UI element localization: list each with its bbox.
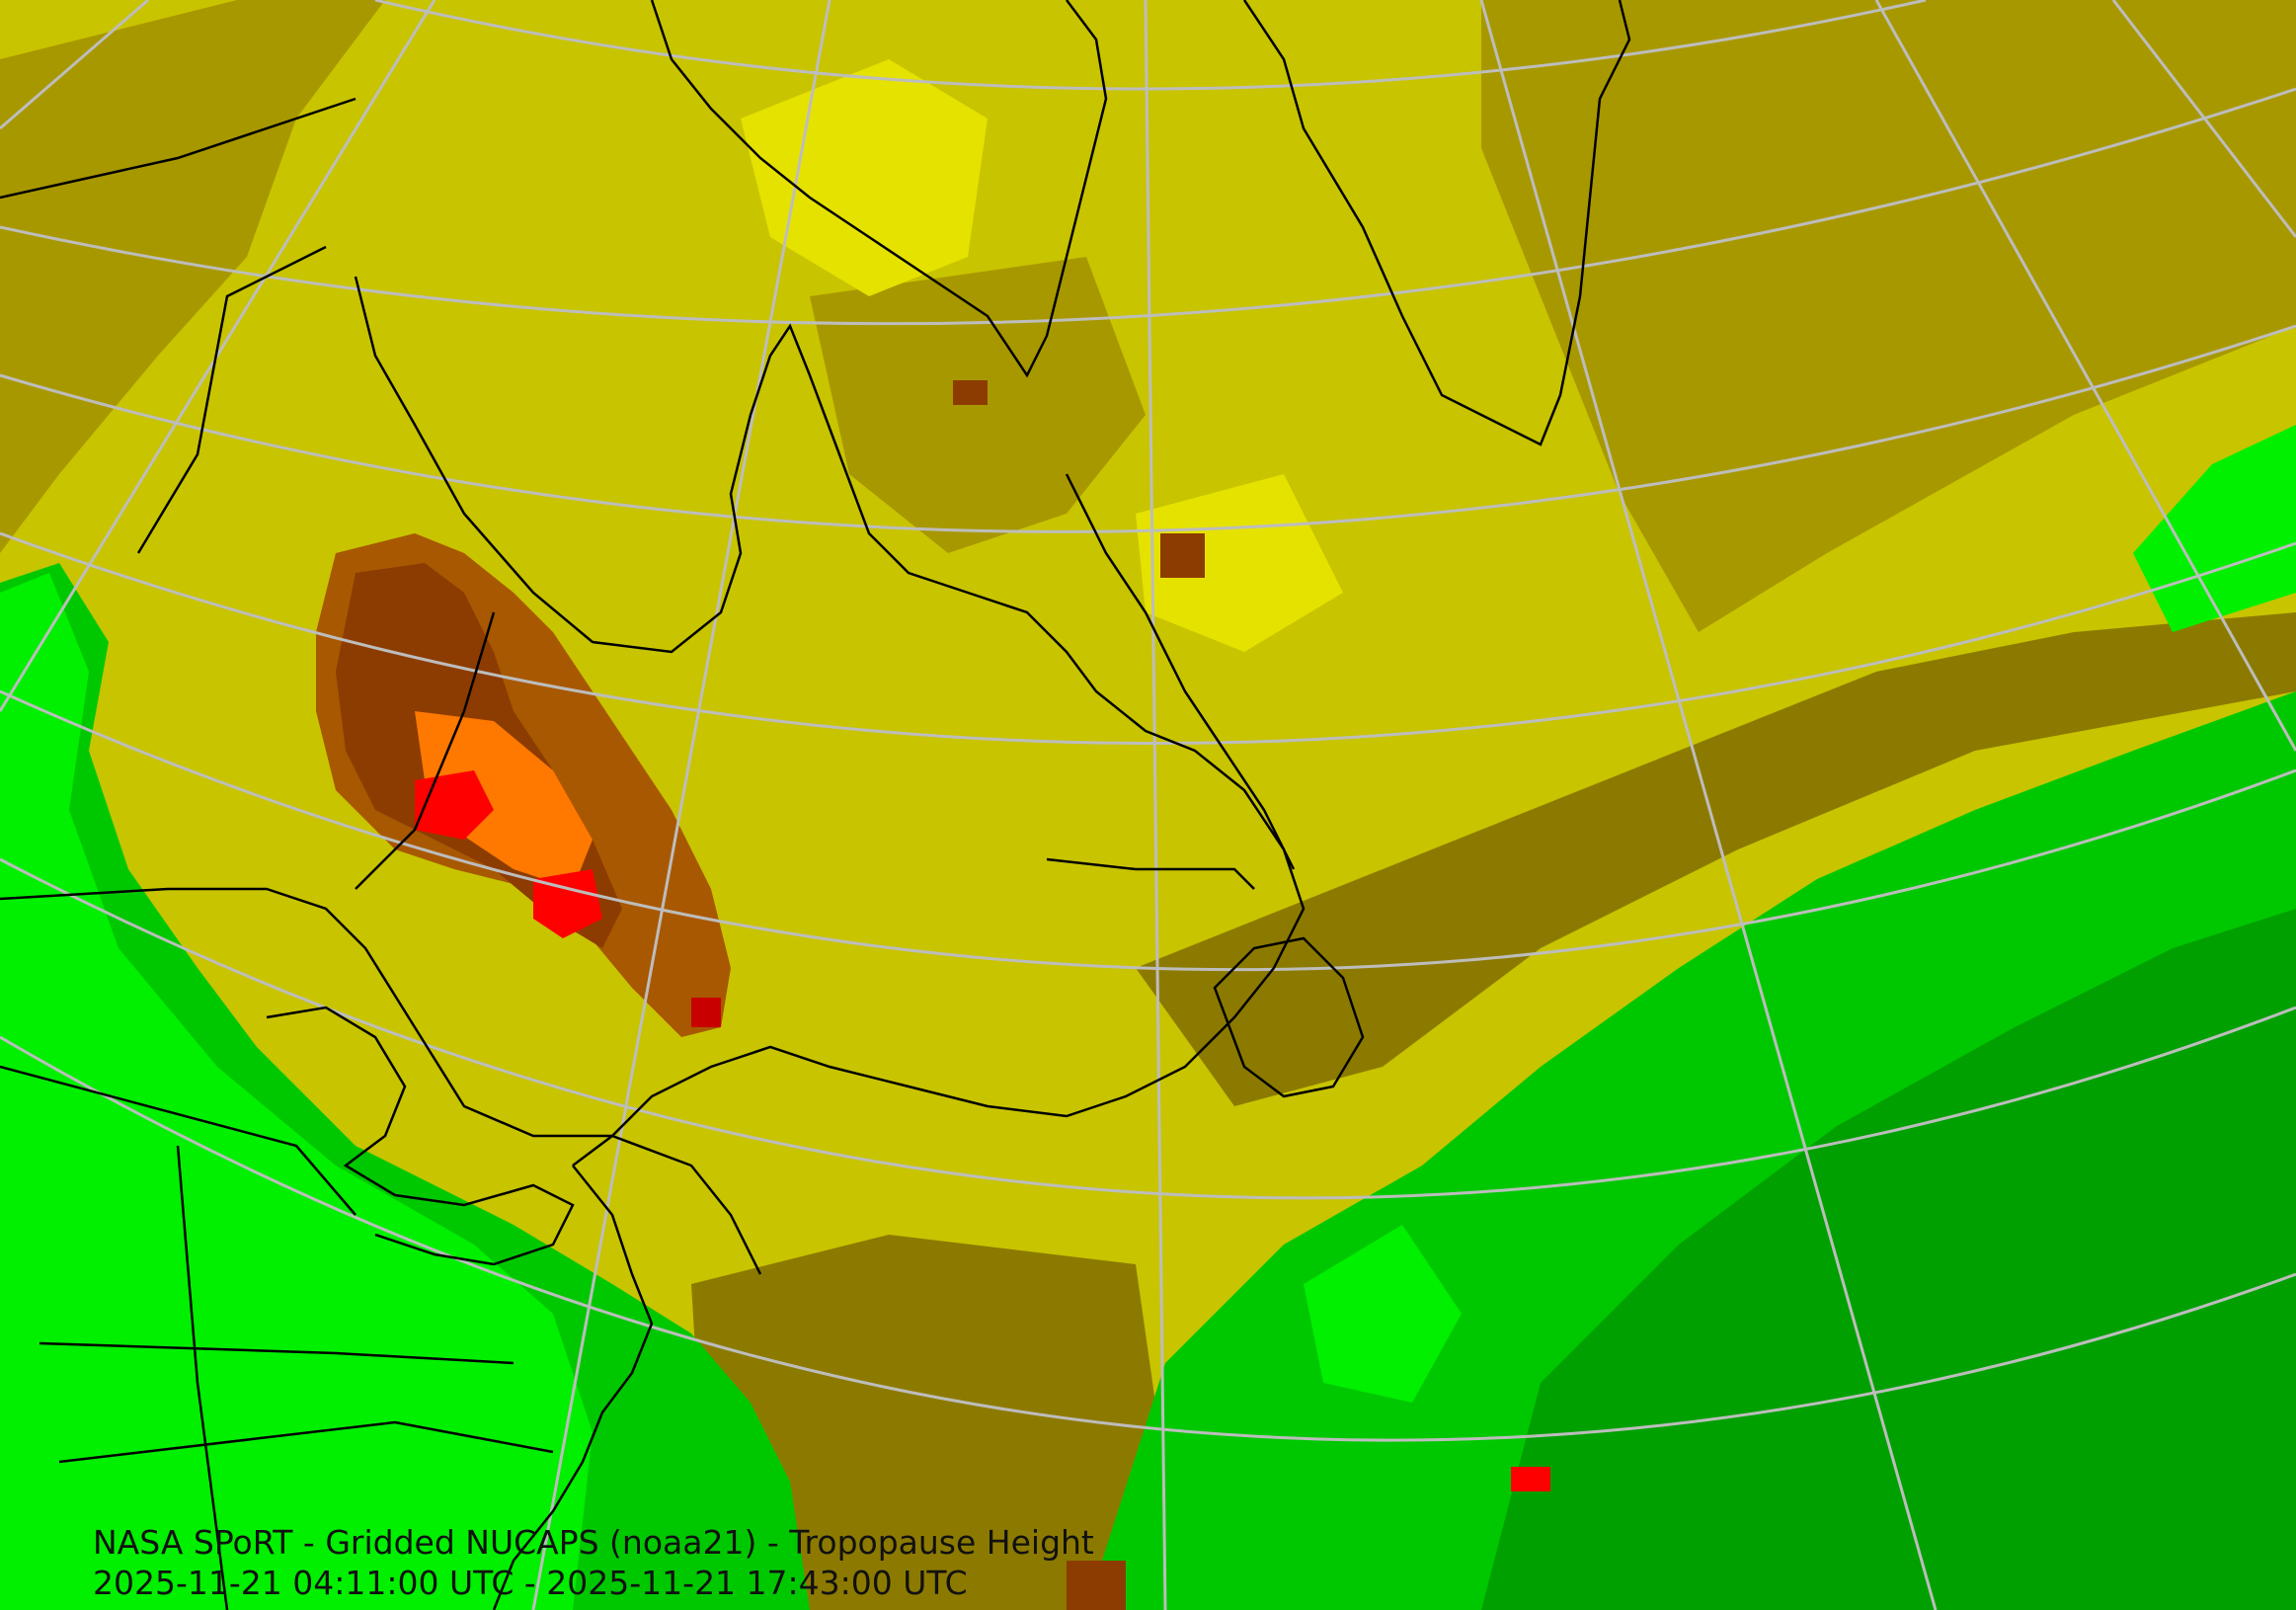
- longitude-line-3: [531, 0, 831, 1610]
- green-bright-southwest: [0, 573, 593, 1610]
- province-border-2: [0, 97, 356, 200]
- longitude-line-4: [1144, 0, 1167, 1610]
- product-title: NASA SPoRT - Gridded NUCAPS (noaa21) - T…: [93, 1523, 1094, 1562]
- olive-region-northeast: [1481, 0, 2296, 632]
- province-border-3: [355, 611, 496, 890]
- longitude-line-5: [1479, 0, 1938, 1610]
- longitude-line-6: [1874, 0, 2296, 752]
- red-dark-anomaly: [691, 998, 721, 1027]
- hudson-bay-coast: [354, 276, 1306, 1167]
- us-east-coast: [492, 1165, 654, 1610]
- red-anomaly-west: [415, 770, 494, 840]
- greenland-coast: [1242, 0, 1631, 446]
- latitude-line-3: [0, 324, 2296, 533]
- latitude-line-7: [0, 1035, 2296, 1442]
- longitude-line-1: [0, 0, 149, 130]
- latitude-line-5: [0, 689, 2296, 972]
- state-border-2: [0, 1065, 356, 1216]
- olive-region-south: [691, 1235, 1185, 1610]
- province-border-1: [136, 245, 327, 554]
- olive-region-northwest: [0, 0, 385, 553]
- orange-anomaly: [415, 711, 593, 889]
- latitude-line-1: [374, 0, 1927, 91]
- yellow-patch-east: [1136, 474, 1343, 652]
- brown-patch-north: [953, 380, 988, 405]
- red-patch-southeast: [1511, 1467, 1550, 1491]
- latitude-line-2: [0, 87, 2296, 326]
- valid-time-range: 2025-11-21 04:11:00 UTC - 2025-11-21 17:…: [93, 1564, 968, 1602]
- labrador-coast: [1065, 473, 1296, 870]
- canada-us-border: [0, 887, 762, 1275]
- red-anomaly-center: [533, 869, 602, 938]
- latitude-line-4: [0, 531, 2296, 745]
- brown-patch-labrador-sea: [1160, 533, 1205, 578]
- olive-transition-band: [1136, 612, 2296, 1106]
- great-lakes-outline: [266, 1006, 575, 1266]
- green-patch-south: [1304, 1225, 1462, 1403]
- longitude-line-7: [2111, 0, 2296, 238]
- state-border-4: [58, 1420, 554, 1464]
- newfoundland-coast: [1213, 936, 1365, 1098]
- labrador-border: [1046, 857, 1255, 890]
- coastlines-and-borders: [0, 0, 1631, 1610]
- baffin-island-coast: [650, 0, 1108, 378]
- green-dark-southeast: [1481, 909, 2296, 1610]
- green-bright-east-edge: [2133, 425, 2296, 632]
- state-border-1: [176, 1145, 229, 1610]
- state-border-3: [39, 1341, 515, 1365]
- brown-patch-south: [1067, 1561, 1126, 1610]
- latitude-line-6: [0, 857, 2296, 1200]
- yellow-patch-north: [741, 59, 988, 296]
